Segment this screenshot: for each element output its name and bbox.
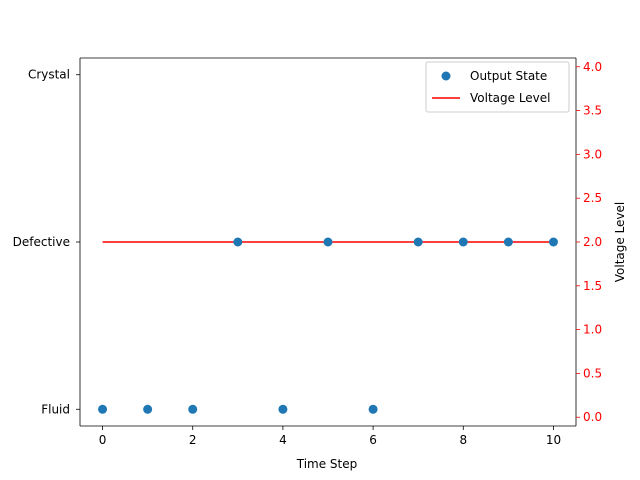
output-state-point (278, 404, 288, 414)
right-y-tick-label: 2.0 (583, 235, 602, 249)
right-y-tick-label: 3.5 (583, 104, 602, 118)
x-tick-label: 4 (279, 433, 287, 447)
x-axis-label: Time Step (296, 457, 358, 471)
left-y-tick-label: Crystal (28, 68, 70, 82)
output-state-point (233, 237, 243, 247)
output-state-point (143, 404, 153, 414)
x-tick-label: 0 (99, 433, 107, 447)
plot-layer (98, 237, 558, 414)
left-y-tick-label: Fluid (41, 402, 70, 416)
output-state-point (503, 237, 513, 247)
output-state-point (98, 404, 108, 414)
output-state-point (323, 237, 333, 247)
right-y-tick-label: 1.5 (583, 279, 602, 293)
output-state-point (188, 404, 198, 414)
legend-label-output-state: Output State (470, 69, 547, 83)
x-tick-label: 2 (189, 433, 197, 447)
x-tick-label: 6 (369, 433, 377, 447)
output-state-point (548, 237, 558, 247)
right-y-tick-label: 0.0 (583, 410, 602, 424)
right-y-tick-label: 0.5 (583, 366, 602, 380)
right-y-tick-label: 3.0 (583, 147, 602, 161)
output-state-point (413, 237, 423, 247)
legend-frame (425, 61, 570, 113)
right-y-tick-label: 1.0 (583, 323, 602, 337)
right-y-tick-label: 4.0 (583, 60, 602, 74)
legend-marker-output-state (441, 71, 451, 81)
right-axis-label: Voltage Level (613, 202, 627, 283)
legend: Output State Voltage Level (425, 61, 570, 113)
x-tick-label: 10 (546, 433, 561, 447)
output-state-point (458, 237, 468, 247)
x-tick-label: 8 (459, 433, 467, 447)
axes-layer: 0 2 4 6 8 10 Fluid Defective Crystal 0.0 0.5 1.0 1.5… (13, 57, 602, 447)
output-state-point (368, 404, 378, 414)
right-y-tick-label: 2.5 (583, 191, 602, 205)
legend-label-voltage-level: Voltage Level (470, 91, 551, 105)
left-y-tick-label: Defective (13, 235, 70, 249)
